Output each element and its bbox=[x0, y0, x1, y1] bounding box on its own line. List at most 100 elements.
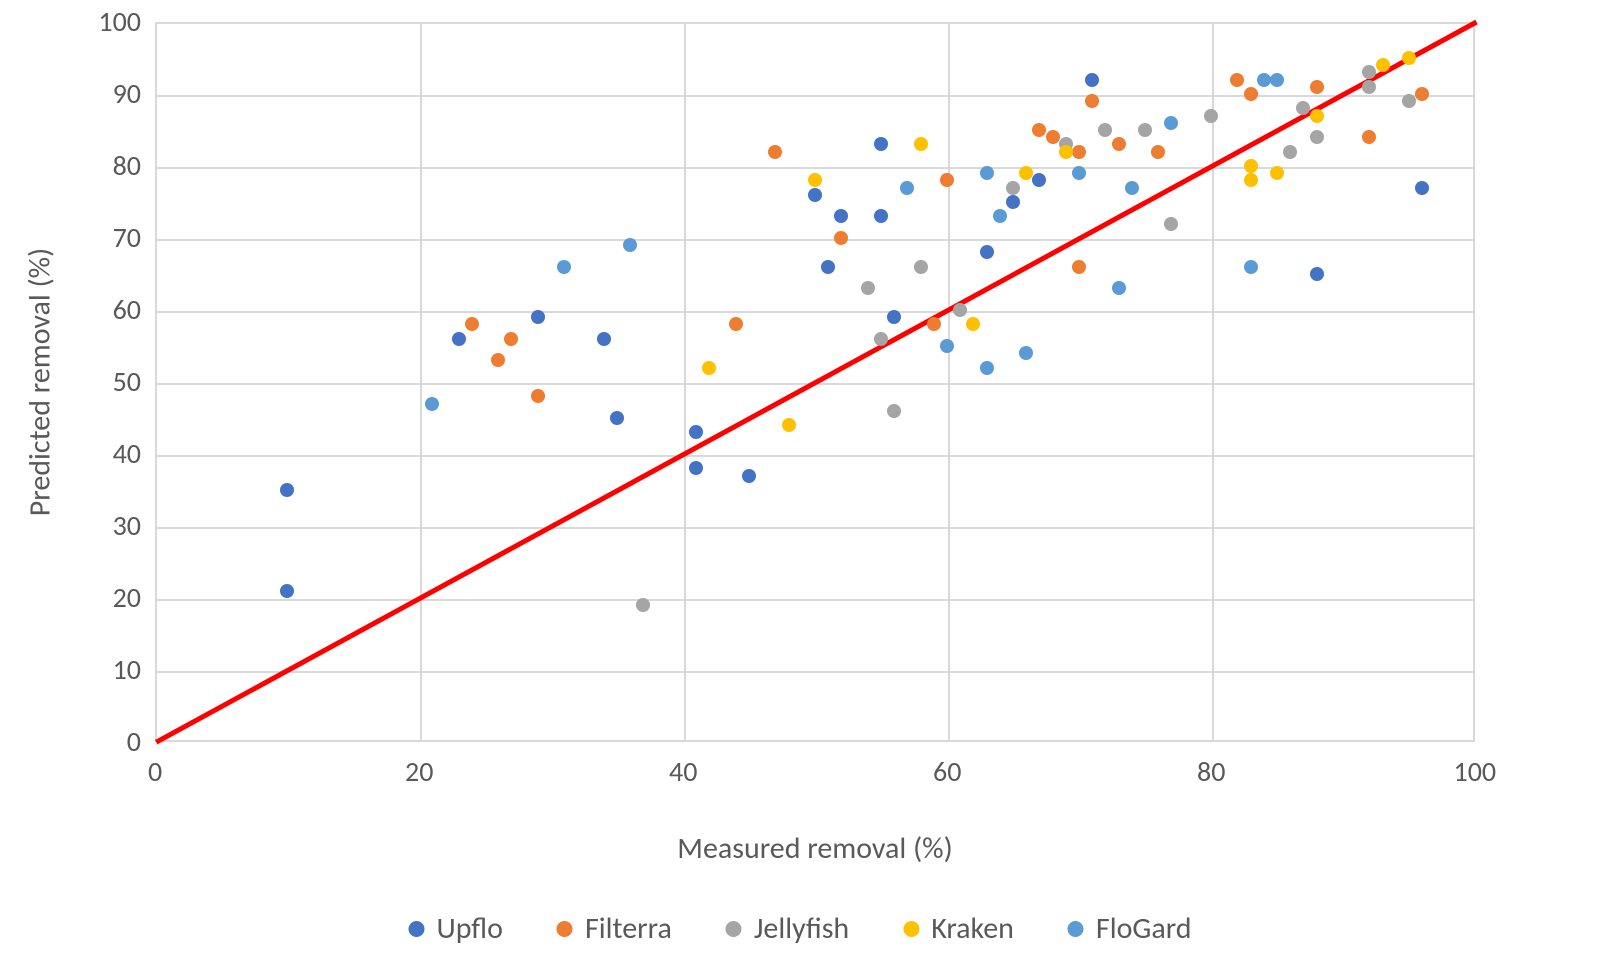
data-point bbox=[1059, 145, 1073, 159]
data-point bbox=[729, 317, 743, 331]
data-point bbox=[531, 389, 545, 403]
x-tick-label: 0 bbox=[148, 754, 162, 789]
data-point bbox=[940, 339, 954, 353]
data-point bbox=[914, 260, 928, 274]
data-point bbox=[491, 353, 505, 367]
y-tick-label: 40 bbox=[113, 436, 141, 471]
legend-marker-icon bbox=[557, 921, 573, 937]
legend-item: FloGard bbox=[1068, 910, 1192, 947]
legend-label: Upflo bbox=[436, 910, 502, 947]
legend-item: Upflo bbox=[408, 910, 502, 947]
data-point bbox=[1244, 173, 1258, 187]
x-axis-title: Measured removal (%) bbox=[155, 830, 1475, 867]
data-point bbox=[874, 209, 888, 223]
data-point bbox=[1006, 181, 1020, 195]
data-point bbox=[1310, 267, 1324, 281]
data-point bbox=[1310, 109, 1324, 123]
gridline-v bbox=[948, 24, 950, 740]
legend-item: Kraken bbox=[903, 910, 1014, 947]
y-axis-title: Predicted removal (%) bbox=[22, 22, 59, 742]
y-tick-label: 50 bbox=[113, 364, 141, 399]
data-point bbox=[927, 317, 941, 331]
data-point bbox=[1164, 217, 1178, 231]
data-point bbox=[1415, 87, 1429, 101]
data-point bbox=[980, 361, 994, 375]
gridline-h bbox=[157, 671, 1473, 673]
data-point bbox=[1019, 166, 1033, 180]
data-point bbox=[1362, 80, 1376, 94]
data-point bbox=[940, 173, 954, 187]
data-point bbox=[1415, 181, 1429, 195]
gridline-h bbox=[157, 311, 1473, 313]
data-point bbox=[1112, 281, 1126, 295]
data-point bbox=[1402, 51, 1416, 65]
y-tick-label: 80 bbox=[113, 148, 141, 183]
legend-item: Filterra bbox=[557, 910, 672, 947]
data-point bbox=[1098, 123, 1112, 137]
x-tick-label: 40 bbox=[669, 754, 697, 789]
gridline-v bbox=[684, 24, 686, 740]
data-point bbox=[1085, 73, 1099, 87]
data-point bbox=[504, 332, 518, 346]
data-point bbox=[742, 469, 756, 483]
data-point bbox=[1006, 195, 1020, 209]
data-point bbox=[953, 303, 967, 317]
data-point bbox=[1112, 137, 1126, 151]
data-point bbox=[1046, 130, 1060, 144]
data-point bbox=[887, 404, 901, 418]
data-point bbox=[557, 260, 571, 274]
y-tick-label: 0 bbox=[127, 724, 141, 759]
data-point bbox=[1072, 260, 1086, 274]
y-tick-label: 10 bbox=[113, 652, 141, 687]
data-point bbox=[452, 332, 466, 346]
data-point bbox=[1270, 73, 1284, 87]
data-point bbox=[1376, 58, 1390, 72]
y-tick-label: 90 bbox=[113, 76, 141, 111]
data-point bbox=[821, 260, 835, 274]
data-point bbox=[1310, 80, 1324, 94]
legend-marker-icon bbox=[408, 921, 424, 937]
data-point bbox=[465, 317, 479, 331]
y-tick-label: 70 bbox=[113, 220, 141, 255]
data-point bbox=[1257, 73, 1271, 87]
data-point bbox=[980, 166, 994, 180]
data-point bbox=[874, 332, 888, 346]
data-point bbox=[1270, 166, 1284, 180]
data-point bbox=[280, 584, 294, 598]
x-tick-label: 80 bbox=[1197, 754, 1225, 789]
data-point bbox=[808, 173, 822, 187]
data-point bbox=[1362, 65, 1376, 79]
legend-label: Kraken bbox=[931, 910, 1014, 947]
x-tick-label: 20 bbox=[405, 754, 433, 789]
legend-marker-icon bbox=[903, 921, 919, 937]
y-tick-label: 100 bbox=[98, 4, 141, 39]
data-point bbox=[1085, 94, 1099, 108]
data-point bbox=[1244, 87, 1258, 101]
data-point bbox=[689, 461, 703, 475]
data-point bbox=[1283, 145, 1297, 159]
data-point bbox=[1072, 145, 1086, 159]
data-point bbox=[1310, 130, 1324, 144]
data-point bbox=[914, 137, 928, 151]
data-point bbox=[887, 310, 901, 324]
data-point bbox=[531, 310, 545, 324]
data-point bbox=[1125, 181, 1139, 195]
data-point bbox=[1402, 94, 1416, 108]
data-point bbox=[900, 181, 914, 195]
data-point bbox=[993, 209, 1007, 223]
gridline-h bbox=[157, 239, 1473, 241]
data-point bbox=[689, 425, 703, 439]
gridline-v bbox=[420, 24, 422, 740]
x-tick-label: 60 bbox=[933, 754, 961, 789]
data-point bbox=[1032, 173, 1046, 187]
data-point bbox=[280, 483, 294, 497]
legend-label: FloGard bbox=[1096, 910, 1192, 947]
legend: Upflo Filterra Jellyfish Kraken FloGard bbox=[408, 910, 1191, 947]
gridline-h bbox=[157, 599, 1473, 601]
data-point bbox=[1151, 145, 1165, 159]
legend-label: Filterra bbox=[585, 910, 672, 947]
y-tick-label: 60 bbox=[113, 292, 141, 327]
data-point bbox=[874, 137, 888, 151]
legend-item: Jellyfish bbox=[726, 910, 849, 947]
data-point bbox=[1032, 123, 1046, 137]
